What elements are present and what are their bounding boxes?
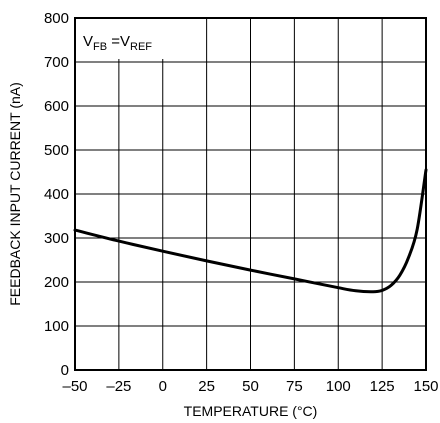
- y-tick-labels: 0 100 200 300 400 500 600 700 800: [44, 10, 69, 379]
- y-tick-label: 500: [44, 142, 69, 159]
- y-tick-label: 700: [44, 54, 69, 71]
- y-tick-label: 600: [44, 98, 69, 115]
- x-tick-label: –25: [106, 378, 131, 395]
- x-tick-label: –50: [62, 378, 87, 395]
- annotation-background: [76, 19, 174, 59]
- y-tick-label: 0: [61, 362, 69, 379]
- x-tick-label: 0: [159, 378, 167, 395]
- annotation-v1-sub: FB: [93, 41, 107, 53]
- x-tick-labels: –50 –25 0 25 50 75 100 125 150: [62, 378, 438, 395]
- y-tick-label: 100: [44, 318, 69, 335]
- annotation-vfb-vref: VFB =VREF: [83, 33, 152, 53]
- y-tick-label: 800: [44, 10, 69, 27]
- y-axis-label: FEEDBACK INPUT CURRENT (nA): [7, 82, 23, 306]
- x-axis-label: TEMPERATURE (°C): [184, 403, 318, 419]
- x-tick-label: 125: [370, 378, 395, 395]
- y-tick-label: 200: [44, 274, 69, 291]
- grid: [75, 18, 426, 370]
- y-tick-label: 300: [44, 230, 69, 247]
- annotation-v1: V: [83, 33, 93, 50]
- x-tick-label: 75: [286, 378, 303, 395]
- x-tick-label: 150: [413, 378, 438, 395]
- y-tick-label: 400: [44, 186, 69, 203]
- annotation-v2-sub: REF: [130, 41, 152, 53]
- series-line: [73, 168, 428, 294]
- plot-frame: [74, 17, 427, 371]
- annotation-eq: =V: [107, 33, 130, 50]
- x-tick-label: 100: [326, 378, 351, 395]
- x-tick-label: 50: [242, 378, 259, 395]
- x-tick-label: 25: [198, 378, 215, 395]
